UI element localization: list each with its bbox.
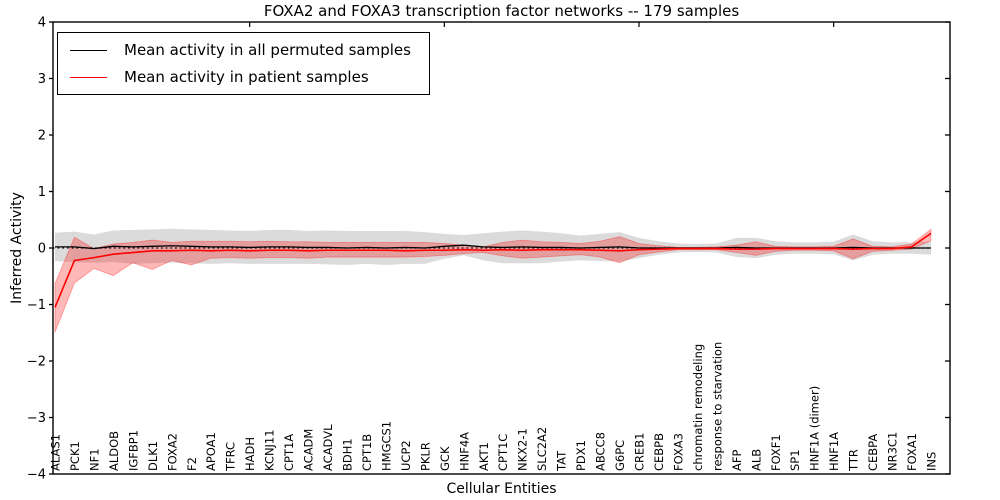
x-category-label: PDX1 bbox=[574, 440, 588, 471]
y-tick-label: 0 bbox=[38, 242, 46, 257]
x-category-label: HNF4A bbox=[457, 432, 471, 471]
legend-line-sample-black bbox=[70, 49, 107, 51]
y-tick-label: −2 bbox=[27, 355, 46, 370]
x-category-label: FOXA3 bbox=[671, 433, 685, 471]
legend: Mean activity in all permuted samples Me… bbox=[57, 32, 430, 95]
x-category-label: ACADM bbox=[302, 429, 316, 471]
y-tick-label: −3 bbox=[27, 411, 46, 426]
x-category-label: NF1 bbox=[87, 448, 101, 471]
legend-label: Mean activity in patient samples bbox=[124, 68, 369, 86]
y-tick-label: 2 bbox=[38, 129, 46, 144]
x-category-label: chromatin remodeling bbox=[691, 344, 705, 471]
chart-title: FOXA2 and FOXA3 transcription factor net… bbox=[263, 2, 740, 20]
x-category-label: TAT bbox=[555, 450, 569, 472]
x-category-label: HNF1A bbox=[827, 432, 841, 471]
x-category-label: AFP bbox=[730, 450, 744, 471]
x-category-label: DLK1 bbox=[146, 441, 160, 471]
x-category-label: HNF1A (dimer) bbox=[808, 386, 822, 471]
x-category-label: ALDOB bbox=[107, 431, 121, 471]
legend-item-permuted: Mean activity in all permuted samples bbox=[70, 41, 411, 59]
patient-mean-line bbox=[54, 232, 932, 308]
y-tick-label: 4 bbox=[38, 16, 46, 31]
x-category-label: UCP2 bbox=[399, 440, 413, 471]
x-category-label: NR3C1 bbox=[886, 432, 900, 471]
y-tick-label: −1 bbox=[27, 298, 46, 313]
x-category-label: response to starvation bbox=[710, 342, 724, 471]
legend-label: Mean activity in all permuted samples bbox=[124, 41, 411, 59]
x-category-label: NKX2-1 bbox=[516, 428, 530, 471]
x-category-label: FOXF1 bbox=[769, 434, 783, 471]
x-category-label: INS bbox=[925, 452, 939, 471]
x-category-label: TFRC bbox=[224, 442, 238, 472]
patient-band bbox=[54, 228, 932, 333]
x-category-label: CPT1B bbox=[360, 434, 374, 471]
x-category-label: ACADVL bbox=[321, 424, 335, 471]
x-category-label: TTR bbox=[847, 449, 861, 472]
y-tick-label: 1 bbox=[38, 185, 46, 200]
x-category-label: G6PC bbox=[613, 440, 627, 471]
x-category-label: PKLR bbox=[418, 442, 432, 471]
x-category-label: FOXA1 bbox=[905, 433, 919, 471]
legend-line-sample-red bbox=[70, 76, 107, 78]
x-category-label: CEBPB bbox=[652, 433, 666, 471]
x-category-label: ABCC8 bbox=[594, 432, 608, 471]
x-category-label: HADH bbox=[243, 437, 257, 471]
x-category-label: ALAS1 bbox=[49, 434, 63, 471]
x-category-label: HMGCS1 bbox=[379, 421, 393, 471]
x-axis-label: Cellular Entities bbox=[446, 481, 557, 497]
x-category-label: SP1 bbox=[788, 449, 802, 471]
x-category-label: SLC2A2 bbox=[535, 427, 549, 471]
x-category-label: AKT1 bbox=[477, 442, 491, 471]
y-tick-label: 3 bbox=[38, 72, 46, 87]
x-category-label: BDH1 bbox=[341, 438, 355, 471]
x-category-label: KCNJ11 bbox=[263, 429, 277, 471]
legend-item-patient: Mean activity in patient samples bbox=[70, 68, 411, 86]
x-category-label: CEBPA bbox=[866, 434, 880, 471]
x-category-label: CPT1A bbox=[282, 434, 296, 471]
x-category-label: FOXA2 bbox=[165, 433, 179, 471]
x-category-label: CPT1C bbox=[496, 434, 510, 471]
x-category-label: APOA1 bbox=[204, 432, 218, 471]
x-category-label: ALB bbox=[749, 449, 763, 471]
y-axis-label: Inferred Activity bbox=[9, 192, 25, 304]
x-category-label: F2 bbox=[185, 457, 199, 471]
x-category-label: CREB1 bbox=[633, 433, 647, 472]
x-category-label: PCK1 bbox=[68, 441, 82, 471]
x-category-label: IGFBP1 bbox=[126, 430, 140, 471]
x-category-label: GCK bbox=[438, 446, 452, 471]
y-tick-label: −4 bbox=[27, 468, 46, 483]
